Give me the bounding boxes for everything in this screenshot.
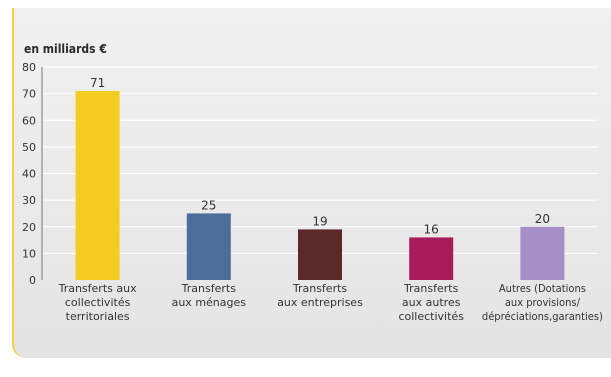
x-category-label: Transferts aux autres collectivités <box>398 282 464 323</box>
bar <box>75 90 120 281</box>
x-category-label-line: aux autres <box>402 296 461 309</box>
x-category-label-line: Transferts <box>403 282 459 295</box>
bar <box>409 237 454 280</box>
x-category-label-line: dépréciations,garanties) <box>482 311 603 324</box>
x-category-label-line: territoriales <box>66 310 130 323</box>
y-tick-label: 50 <box>22 141 36 154</box>
y-tick-label: 20 <box>22 221 36 234</box>
y-tick-label: 80 <box>22 61 36 74</box>
y-tick-label: 0 <box>29 274 36 287</box>
y-tick-label: 60 <box>22 114 36 127</box>
bar <box>298 229 342 280</box>
y-tick-label: 10 <box>22 247 36 260</box>
x-category-label: Transferts aux entreprises <box>277 282 363 309</box>
x-category-label-line: Transferts <box>292 282 348 295</box>
x-category-label: Transferts aux collectivités territoriales <box>58 282 137 323</box>
data-label: 71 <box>90 76 105 90</box>
bar <box>186 213 231 280</box>
y-tick-label: 70 <box>22 88 36 101</box>
bar <box>520 226 565 280</box>
y-tick-label: 30 <box>22 194 36 207</box>
x-category-label: Autres (Dotations aux provisions/déprécia… <box>482 283 603 324</box>
y-tick-label: 40 <box>22 168 36 181</box>
data-label: 20 <box>535 212 550 226</box>
x-category-label-line: collectivités <box>398 310 464 323</box>
data-label: 19 <box>312 214 327 228</box>
x-category-label-line: collectivités <box>65 296 131 309</box>
x-category-label-line: Transferts aux <box>58 282 137 295</box>
x-category-label-line: aux provisions/ <box>505 297 581 310</box>
x-category-label-line: Transferts <box>181 282 237 295</box>
data-label: 16 <box>424 222 439 236</box>
x-category-label-line: aux entreprises <box>277 296 363 309</box>
data-label: 25 <box>201 198 216 212</box>
x-category-label-line: aux ménages <box>172 296 247 309</box>
y-axis-unit-label: en milliards € <box>24 42 107 56</box>
x-category-label-line: Autres (Dotations <box>499 283 586 296</box>
x-category-label: Transferts aux ménages <box>172 282 247 309</box>
